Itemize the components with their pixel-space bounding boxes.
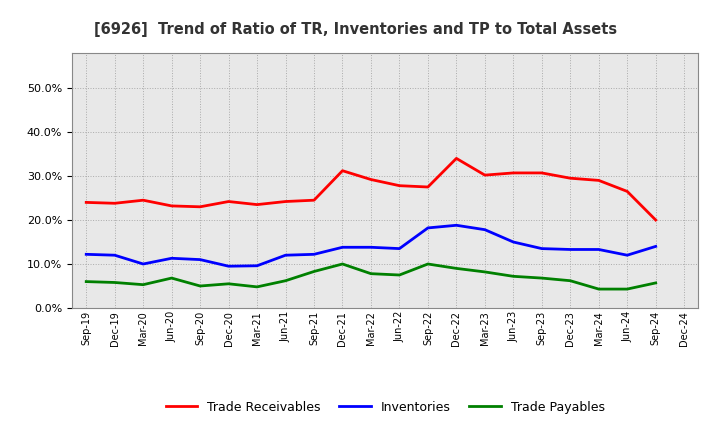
Trade Receivables — [537, 170, 546, 176]
Text: [6926]  Trend of Ratio of TR, Inventories and TP to Total Assets: [6926] Trend of Ratio of TR, Inventories… — [94, 22, 617, 37]
Inventories — [167, 256, 176, 261]
Trade Receivables — [167, 203, 176, 209]
Trade Receivables — [452, 156, 461, 161]
Inventories — [566, 247, 575, 252]
Trade Payables — [423, 261, 432, 267]
Trade Receivables — [395, 183, 404, 188]
Trade Receivables — [196, 204, 204, 209]
Inventories — [595, 247, 603, 252]
Inventories — [537, 246, 546, 251]
Trade Receivables — [652, 217, 660, 223]
Trade Receivables — [282, 199, 290, 204]
Trade Receivables — [509, 170, 518, 176]
Trade Receivables — [366, 177, 375, 182]
Inventories — [423, 225, 432, 231]
Trade Payables — [253, 284, 261, 290]
Trade Receivables — [623, 189, 631, 194]
Inventories — [623, 253, 631, 258]
Inventories — [395, 246, 404, 251]
Trade Payables — [82, 279, 91, 284]
Trade Receivables — [423, 184, 432, 190]
Trade Payables — [623, 286, 631, 292]
Inventories — [480, 227, 489, 232]
Trade Payables — [480, 269, 489, 275]
Trade Payables — [395, 272, 404, 278]
Inventories — [310, 252, 318, 257]
Inventories — [225, 264, 233, 269]
Trade Receivables — [82, 200, 91, 205]
Trade Payables — [110, 280, 119, 285]
Line: Trade Payables: Trade Payables — [86, 264, 656, 289]
Inventories — [139, 261, 148, 267]
Line: Trade Receivables: Trade Receivables — [86, 158, 656, 220]
Trade Receivables — [139, 198, 148, 203]
Inventories — [452, 223, 461, 228]
Trade Receivables — [253, 202, 261, 207]
Trade Payables — [452, 266, 461, 271]
Trade Payables — [167, 275, 176, 281]
Trade Payables — [537, 275, 546, 281]
Inventories — [366, 245, 375, 250]
Trade Receivables — [225, 199, 233, 204]
Trade Receivables — [310, 198, 318, 203]
Inventories — [253, 263, 261, 268]
Trade Payables — [225, 281, 233, 286]
Line: Inventories: Inventories — [86, 225, 656, 266]
Inventories — [282, 253, 290, 258]
Trade Payables — [509, 274, 518, 279]
Trade Receivables — [110, 201, 119, 206]
Inventories — [82, 252, 91, 257]
Trade Payables — [652, 280, 660, 286]
Legend: Trade Receivables, Inventories, Trade Payables: Trade Receivables, Inventories, Trade Pa… — [161, 396, 610, 419]
Trade Receivables — [480, 172, 489, 178]
Trade Receivables — [566, 176, 575, 181]
Inventories — [509, 239, 518, 245]
Inventories — [110, 253, 119, 258]
Trade Payables — [139, 282, 148, 287]
Trade Payables — [338, 261, 347, 267]
Trade Payables — [566, 278, 575, 283]
Trade Receivables — [338, 168, 347, 173]
Trade Payables — [310, 269, 318, 274]
Inventories — [338, 245, 347, 250]
Trade Payables — [366, 271, 375, 276]
Trade Payables — [282, 278, 290, 283]
Trade Payables — [595, 286, 603, 292]
Inventories — [196, 257, 204, 262]
Trade Receivables — [595, 178, 603, 183]
Trade Payables — [196, 283, 204, 289]
Inventories — [652, 244, 660, 249]
